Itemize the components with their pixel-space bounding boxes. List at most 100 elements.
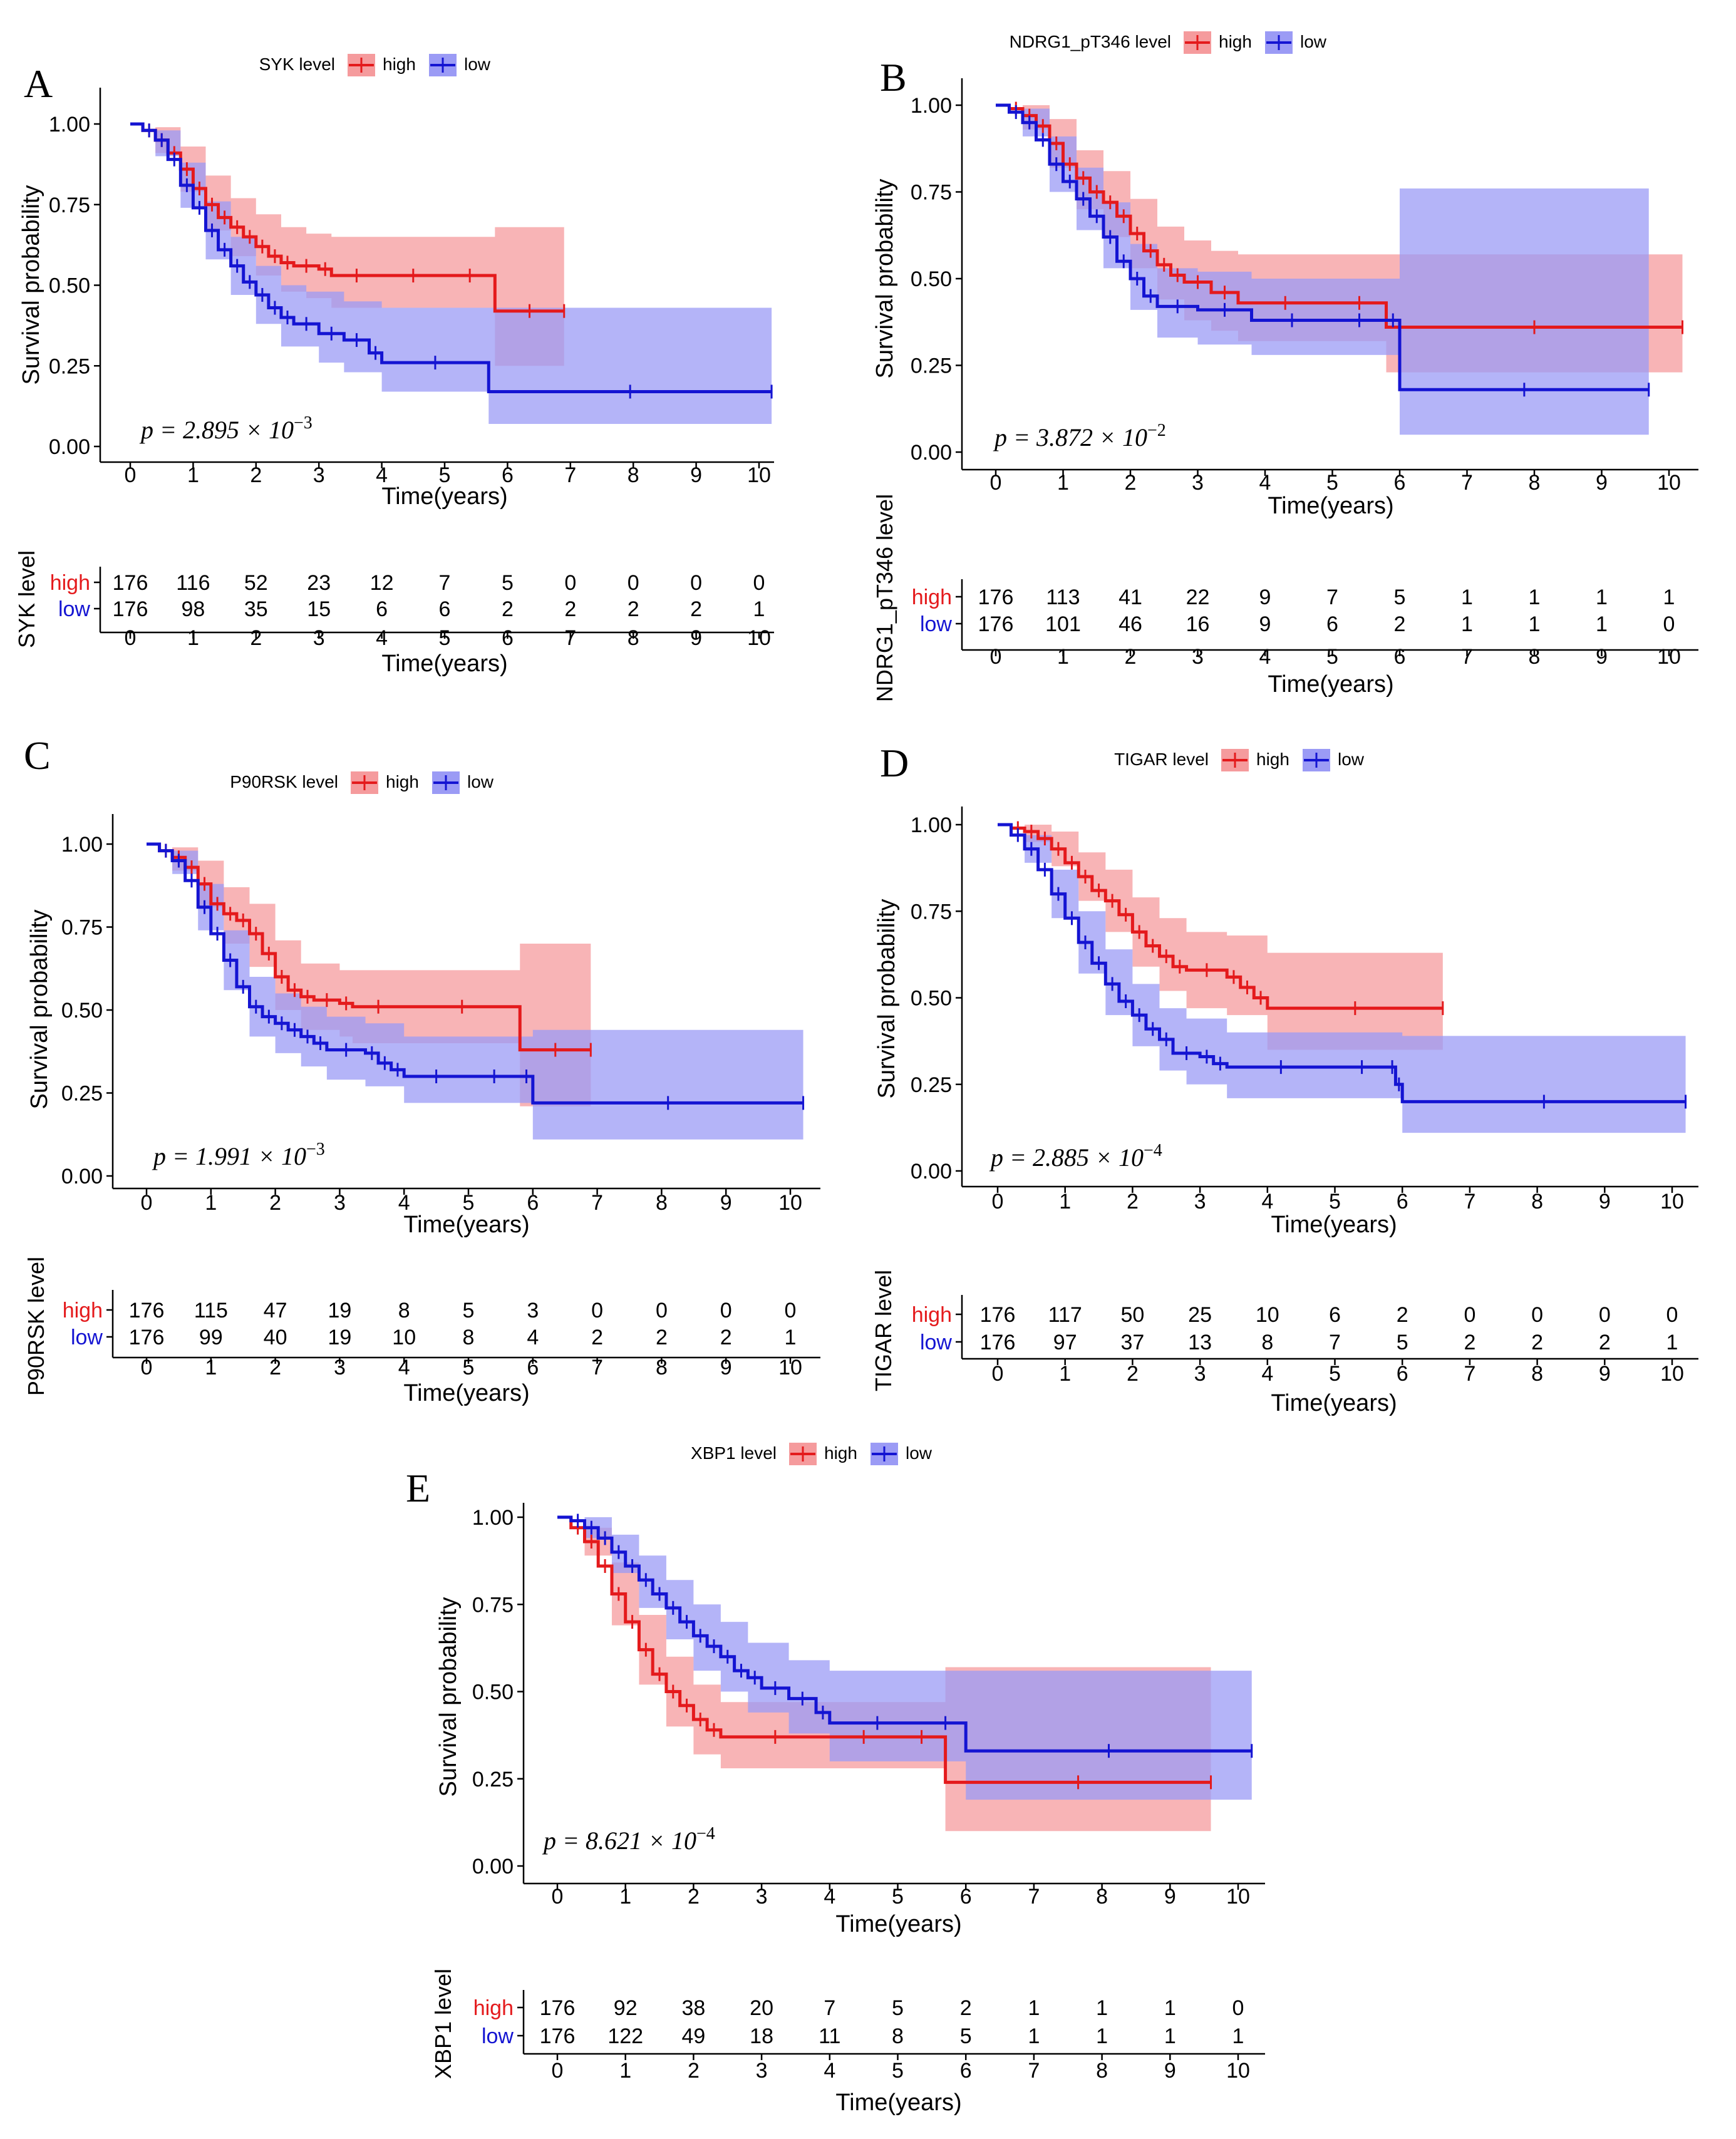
x-axis-label: Time(years) [1268,493,1393,519]
risk-count-low: 19 [328,1326,351,1349]
y-axis-label: Survival probability [435,1597,462,1797]
risk-count-low: 176 [978,612,1014,636]
p-value-exponent: −3 [306,1140,325,1159]
risk-count-high: 6 [1329,1303,1341,1327]
legend: SYK level high low [259,54,491,76]
p-value-exponent: −4 [696,1824,715,1843]
risk-x-tick-label: 8 [1529,645,1541,669]
risk-x-tick-label: 3 [1192,645,1204,669]
p-value: p = 8.621 × 10−4 [542,1824,715,1855]
risk-count-high: 176 [113,571,148,595]
risk-count-low: 2 [502,597,514,621]
x-tick-label: 7 [591,1191,603,1215]
risk-x-axis-label: Time(years) [381,651,507,677]
x-tick-label: 2 [269,1191,281,1215]
risk-count-low: 101 [1045,612,1081,636]
risk-count-high: 5 [892,1996,904,2020]
y-tick-label: 0.00 [911,441,952,465]
panel-b: B NDRG1_pT346 level high low 0.00 0.25 0.50 0.7… [872,31,1698,702]
x-tick-label: 5 [439,463,451,487]
risk-count-low: 2 [564,597,576,621]
risk-count-high: 38 [681,1996,705,2020]
x-tick-label: 8 [1531,1190,1543,1214]
risk-count-low: 9 [1259,612,1271,636]
y-tick-label: 0.50 [911,987,952,1011]
risk-count-high: 5 [463,1299,475,1322]
p-value: p = 3.872 × 10−2 [993,421,1166,451]
x-tick-label: 6 [960,1885,972,1909]
risk-x-tick-label: 9 [720,1356,732,1379]
risk-count-high: 8 [398,1299,410,1322]
risk-x-tick-label: 1 [1059,1362,1071,1386]
y-tick-label: 0.75 [61,916,103,940]
x-tick-label: 3 [1192,471,1204,495]
legend-label-high: high [386,772,419,791]
p-value-text: p = 3.872 × 10 [993,423,1147,451]
risk-count-low: 6 [376,597,388,621]
risk-count-high: 47 [264,1299,287,1322]
risk-count-low: 2 [1394,612,1406,636]
risk-count-low: 1 [753,597,765,621]
panel-c: C P90RSK level high low 0.00 0.25 0.50 0.75 1.00… [23,733,820,1406]
x-tick-label: 3 [334,1191,346,1215]
risk-count-low: 5 [1397,1331,1408,1354]
x-tick-label: 4 [1261,1190,1273,1214]
y-tick-label: 0.25 [911,354,952,378]
risk-count-high: 2 [1397,1303,1408,1327]
p-value: p = 2.895 × 10−3 [139,413,313,444]
risk-y-axis-label: TIGAR level [871,1270,896,1391]
legend-title: NDRG1_pT346 level [1010,32,1171,51]
risk-x-axis-label: Time(years) [1268,671,1393,698]
risk-count-low: 1 [1028,2024,1040,2048]
censor-marks-low [148,123,773,399]
p-value-exponent: −3 [294,413,313,433]
y-tick-label: 1.00 [49,113,90,137]
y-tick-label: 1.00 [911,813,952,837]
risk-count-high: 0 [1232,1996,1244,2020]
risk-count-low: 0 [1663,612,1675,636]
censor-marks-low [165,843,805,1110]
risk-count-high: 12 [370,571,394,595]
risk-x-tick-label: 9 [1164,2059,1176,2083]
x-tick-label: 3 [1194,1190,1206,1214]
risk-count-low: 176 [129,1326,165,1349]
risk-count-high: 7 [1326,585,1338,609]
risk-count-high: 176 [980,1303,1016,1327]
censor-marks-high [1015,101,1683,334]
risk-count-low: 46 [1119,612,1142,636]
risk-count-high: 0 [720,1299,732,1322]
risk-count-high: 0 [753,571,765,595]
risk-x-tick-label: 7 [1028,2059,1040,2083]
risk-y-axis-label: P90RSK level [23,1257,49,1396]
x-tick-label: 0 [552,1885,564,1909]
legend-title: XBP1 level [691,1443,777,1463]
p-value: p = 2.885 × 10−4 [989,1141,1162,1172]
x-tick-label: 6 [1394,471,1406,495]
risk-x-tick-label: 2 [688,2059,700,2083]
risk-count-high: 0 [656,1299,668,1322]
risk-count-high: 25 [1188,1303,1212,1327]
x-tick-label: 2 [1125,471,1137,495]
risk-x-tick-label: 8 [1531,1362,1543,1386]
x-tick-label: 1 [187,463,199,487]
risk-count-low: 2 [1599,1331,1611,1354]
risk-count-high: 0 [1464,1303,1475,1327]
risk-count-low: 11 [819,2024,840,2048]
risk-count-low: 5 [960,2024,972,2048]
risk-row-label-high: high [63,1299,103,1322]
risk-count-high: 1 [1596,585,1608,609]
risk-x-tick-label: 0 [990,645,1002,669]
risk-count-low: 1 [1461,612,1473,636]
risk-count-high: 2 [960,1996,972,2020]
p-value-exponent: −2 [1147,421,1166,440]
y-axis-label: Survival probability [874,899,900,1099]
x-tick-label: 9 [1596,471,1608,495]
risk-count-low: 2 [656,1326,668,1349]
risk-x-tick-label: 10 [1660,1362,1684,1386]
y-tick-label: 0.75 [472,1593,514,1617]
risk-x-tick-label: 7 [1461,645,1473,669]
